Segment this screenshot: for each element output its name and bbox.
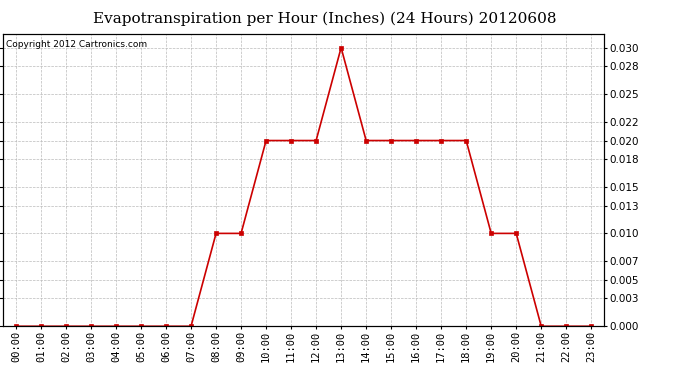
Text: Evapotranspiration per Hour (Inches) (24 Hours) 20120608: Evapotranspiration per Hour (Inches) (24…: [92, 11, 556, 26]
Text: Copyright 2012 Cartronics.com: Copyright 2012 Cartronics.com: [6, 40, 148, 49]
